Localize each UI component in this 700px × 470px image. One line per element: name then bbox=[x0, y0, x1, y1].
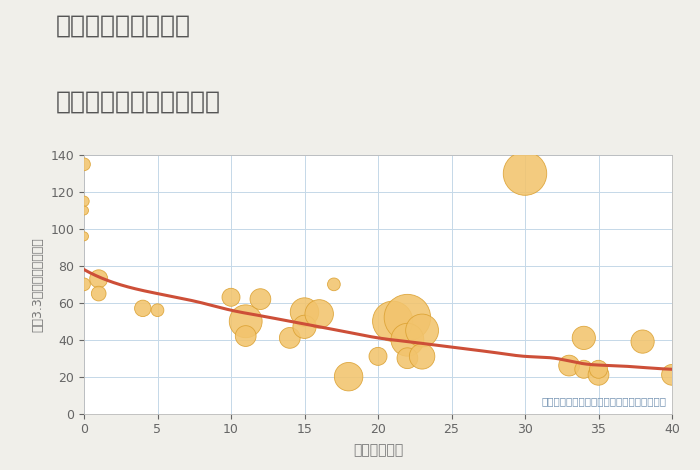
Point bbox=[78, 207, 90, 214]
Point bbox=[402, 336, 413, 344]
Point bbox=[299, 323, 310, 330]
Point bbox=[578, 334, 589, 342]
Point bbox=[152, 306, 163, 314]
Y-axis label: 坪（3.3㎡）単価（万円）: 坪（3.3㎡）単価（万円） bbox=[32, 237, 45, 332]
Point bbox=[416, 352, 428, 360]
Point bbox=[593, 366, 604, 373]
Point bbox=[416, 327, 428, 334]
X-axis label: 築年数（年）: 築年数（年） bbox=[353, 443, 403, 457]
Point bbox=[78, 197, 90, 205]
Point bbox=[255, 295, 266, 303]
Point bbox=[314, 310, 325, 318]
Point bbox=[402, 354, 413, 362]
Point bbox=[137, 305, 148, 312]
Point bbox=[637, 338, 648, 345]
Point bbox=[564, 362, 575, 369]
Point bbox=[225, 293, 237, 301]
Point bbox=[578, 366, 589, 373]
Point bbox=[372, 352, 384, 360]
Point bbox=[666, 371, 678, 379]
Point bbox=[328, 281, 339, 288]
Point bbox=[593, 371, 604, 379]
Point bbox=[387, 318, 398, 325]
Point bbox=[299, 308, 310, 316]
Point bbox=[343, 373, 354, 380]
Text: 円の大きさは、取引のあった物件面積を示す: 円の大きさは、取引のあった物件面積を示す bbox=[541, 396, 666, 406]
Point bbox=[78, 281, 90, 288]
Text: 築年数別中古戸建て価格: 築年数別中古戸建て価格 bbox=[56, 89, 221, 113]
Point bbox=[519, 170, 531, 177]
Point bbox=[240, 318, 251, 325]
Point bbox=[284, 334, 295, 342]
Point bbox=[402, 314, 413, 321]
Point bbox=[78, 161, 90, 168]
Point bbox=[78, 233, 90, 240]
Text: 千葉県市原市大作の: 千葉県市原市大作の bbox=[56, 14, 191, 38]
Point bbox=[93, 275, 104, 282]
Point bbox=[93, 290, 104, 298]
Point bbox=[240, 332, 251, 340]
